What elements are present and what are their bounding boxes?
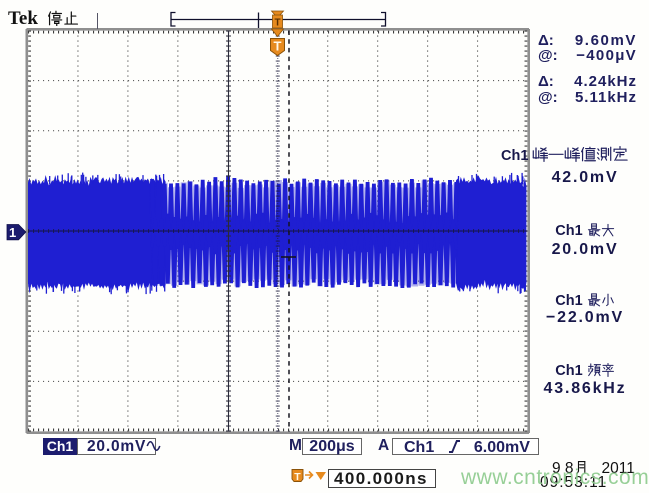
svg-text:T: T: [294, 471, 301, 483]
svg-text:T: T: [274, 39, 282, 54]
svg-text:1: 1: [9, 225, 16, 240]
svg-text:T: T: [274, 18, 280, 29]
